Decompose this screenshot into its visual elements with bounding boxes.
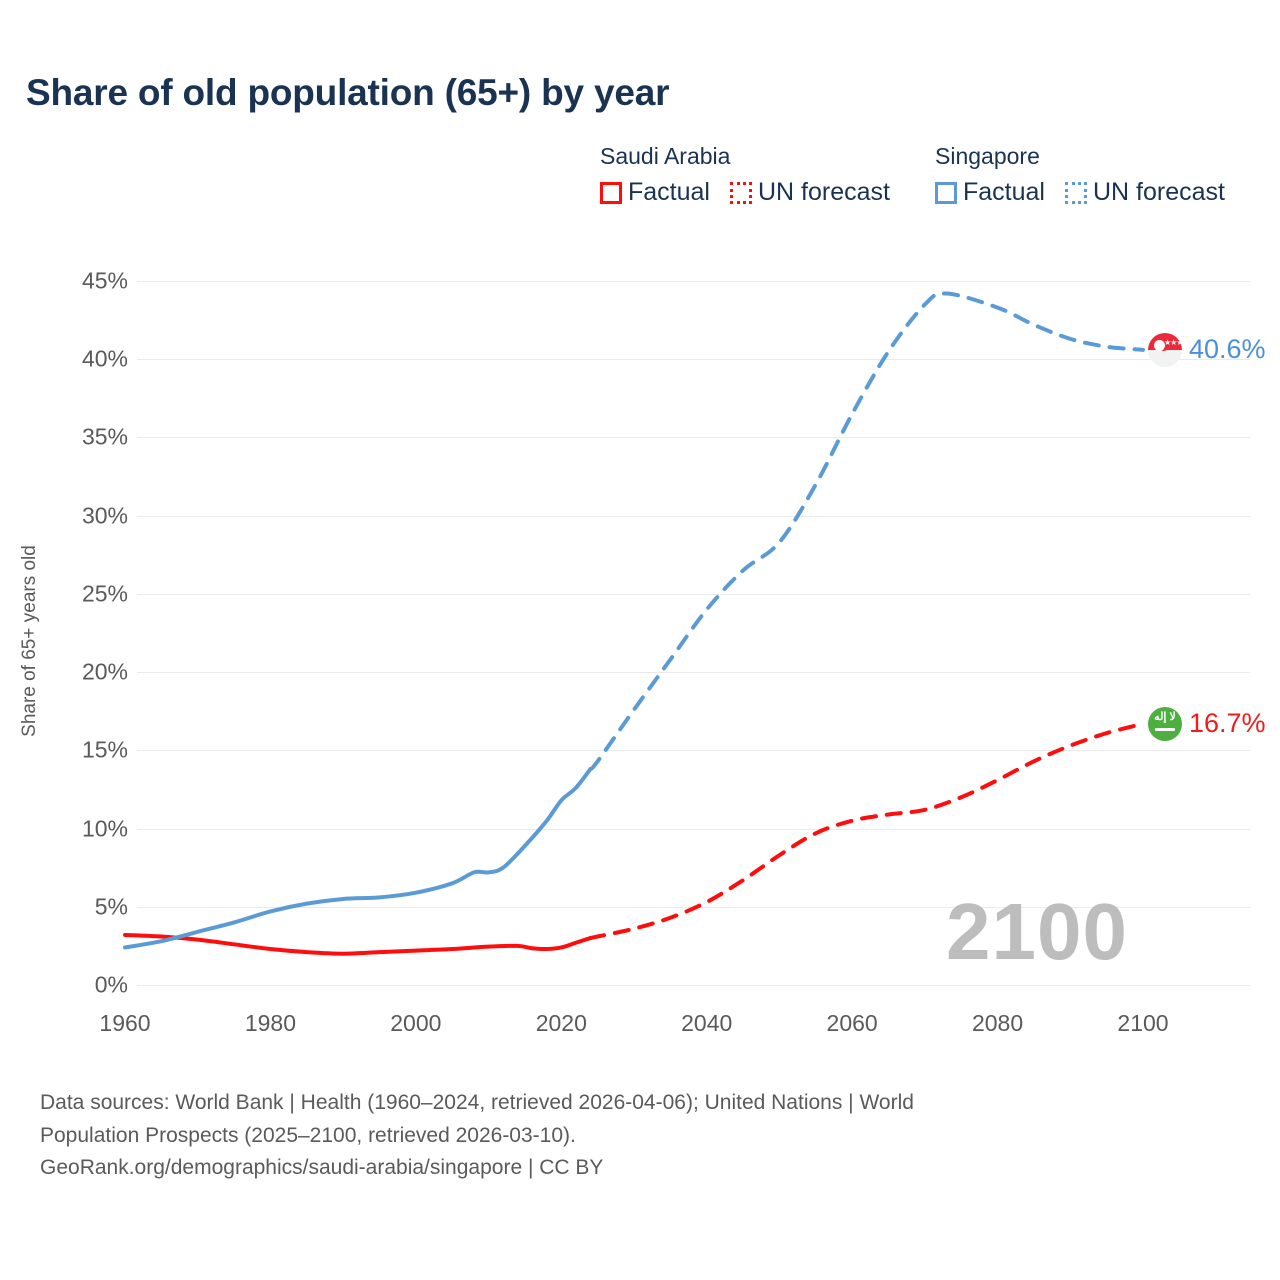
legend-item-singapore-forecast[interactable]: UN forecast bbox=[1064, 178, 1225, 207]
x-axis-tick-label: 2000 bbox=[390, 1010, 442, 1036]
y-axis-tick-label: 35% bbox=[81, 423, 128, 450]
solid-square-icon bbox=[600, 181, 622, 204]
y-axis-tick-label: 5% bbox=[94, 893, 128, 920]
gridline bbox=[137, 672, 1250, 674]
saudi-arabia-end-value: 16.7% bbox=[1189, 708, 1266, 739]
gridline bbox=[137, 750, 1250, 752]
gridline bbox=[137, 593, 1250, 595]
gridline bbox=[137, 985, 1250, 986]
legend-label-saudi-forecast: UN forecast bbox=[757, 178, 890, 206]
legend-country-singapore: Singapore bbox=[935, 143, 1040, 169]
legend-group-saudi-arabia: Saudi Arabia Factual UN forecast bbox=[600, 143, 890, 207]
y-axis-tick-label: 40% bbox=[81, 345, 128, 372]
y-axis-tick-label: 0% bbox=[94, 971, 128, 998]
year-watermark: 2100 bbox=[946, 887, 1128, 976]
saudi-arabia-forecast-line bbox=[588, 721, 1145, 941]
singapore-end-value: 40.6% bbox=[1189, 334, 1266, 365]
y-axis-tick-label: 30% bbox=[81, 502, 128, 529]
dotted-square-icon bbox=[1064, 181, 1087, 204]
singapore-end-label: ★★★ 40.6% bbox=[1148, 332, 1266, 367]
legend-label-singapore-factual: Factual bbox=[963, 178, 1045, 206]
y-axis-tick-label: 20% bbox=[81, 658, 128, 685]
gridline bbox=[137, 281, 1250, 282]
legend-label-saudi-factual: Factual bbox=[628, 178, 710, 206]
x-axis-tick-label: 2020 bbox=[535, 1010, 587, 1036]
gridline bbox=[137, 515, 1250, 517]
footer-line-2: Population Prospects (2025–2100, retriev… bbox=[40, 1123, 576, 1147]
x-axis-tick-label: 2080 bbox=[971, 1010, 1024, 1036]
footer-sources: Data sources: World Bank | Health (1960–… bbox=[40, 1087, 1220, 1185]
x-axis-tick-label: 2040 bbox=[681, 1010, 733, 1036]
dotted-square-icon bbox=[729, 181, 752, 204]
y-axis-tick-label: 25% bbox=[81, 580, 128, 607]
singapore-factual-line bbox=[123, 767, 593, 950]
y-axis-tick-label: 15% bbox=[81, 736, 128, 763]
legend-label-singapore-forecast: UN forecast bbox=[1092, 178, 1225, 206]
singapore-forecast-line bbox=[588, 291, 1145, 772]
legend-item-singapore-factual[interactable]: Factual bbox=[935, 178, 1045, 207]
x-axis-tick-label: 2100 bbox=[1117, 1010, 1169, 1036]
plot-area: Share of 65+ years old 0% 5% 10% 15% 20% 25% 3… bbox=[19, 267, 1266, 1037]
footer-line-3: GeoRank.org/demographics/saudi-arabia/si… bbox=[40, 1156, 604, 1180]
gridline bbox=[137, 437, 1250, 439]
singapore-flag-icon: ★★★ bbox=[1148, 332, 1182, 367]
chart-legend: Saudi Arabia Factual UN forecast Singapo… bbox=[600, 143, 1260, 223]
legend-country-saudi-arabia: Saudi Arabia bbox=[600, 143, 731, 169]
x-axis-tick-label: 1960 bbox=[99, 1010, 151, 1036]
page-title: Share of old population (65+) by year bbox=[26, 72, 670, 113]
saudi-arabia-end-label: لا إله 16.7% bbox=[1148, 706, 1266, 741]
saudi-arabia-factual-line bbox=[123, 932, 593, 956]
saudi-arabia-flag-icon: لا إله bbox=[1148, 706, 1182, 741]
y-axis-tick-label: 10% bbox=[81, 815, 128, 842]
legend-group-singapore: Singapore Factual UN forecast bbox=[935, 143, 1225, 207]
solid-square-icon bbox=[935, 181, 957, 204]
series-lines bbox=[123, 291, 1145, 956]
y-axis-tick-label: 45% bbox=[81, 267, 128, 294]
x-axis-tick-label: 1980 bbox=[244, 1010, 297, 1036]
legend-item-saudi-factual[interactable]: Factual bbox=[600, 178, 710, 207]
footer-line-1: Data sources: World Bank | Health (1960–… bbox=[40, 1091, 914, 1114]
gridline bbox=[137, 359, 1250, 361]
gridline bbox=[137, 828, 1250, 830]
x-axis-tick-label: 2060 bbox=[826, 1010, 878, 1036]
legend-item-saudi-forecast[interactable]: UN forecast bbox=[729, 178, 890, 207]
